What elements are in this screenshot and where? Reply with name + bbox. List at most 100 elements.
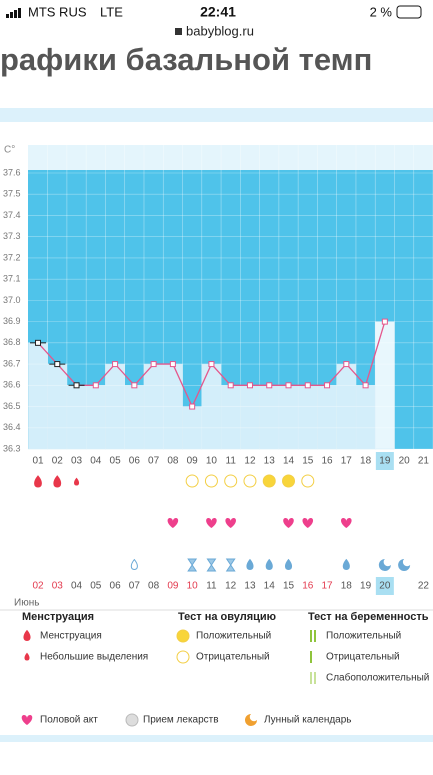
ovulation-test (185, 474, 199, 488)
date-label: 03 (52, 581, 64, 592)
day-label: 14 (283, 456, 295, 467)
day-label: 08 (167, 456, 179, 467)
legend-title: Тест на овуляцию (178, 611, 276, 623)
heart-icon (206, 518, 217, 528)
date-label: 05 (90, 581, 102, 592)
date-label: 07 (129, 581, 141, 592)
day-label: 15 (302, 456, 314, 467)
point (54, 361, 61, 368)
drop-icon (24, 652, 30, 661)
point (189, 403, 196, 410)
legend-item: Отрицательный (326, 652, 400, 663)
column (66, 385, 87, 450)
column (240, 385, 260, 450)
point (266, 382, 273, 389)
point (285, 382, 292, 389)
day-label: 09 (187, 456, 199, 467)
date-label: 12 (225, 581, 237, 592)
y-tick-label: 37.1 (3, 274, 21, 284)
point (131, 382, 138, 389)
legend-icon (310, 651, 312, 663)
legend-item: Положительный (196, 631, 271, 642)
day-highlight (375, 452, 394, 470)
stripe (0, 735, 433, 742)
y-tick-label: 36.9 (3, 316, 21, 326)
date-label: 10 (187, 581, 199, 592)
page-heading: рафики базальной темп (0, 42, 372, 77)
column (297, 385, 318, 450)
moon-icon (398, 559, 411, 571)
drop-icon (23, 629, 31, 642)
point (324, 382, 331, 389)
y-tick-label: 37.3 (3, 231, 21, 241)
hourglass-icon (206, 558, 217, 572)
day-label: 19 (379, 456, 391, 467)
battery-icon (396, 5, 422, 19)
column (259, 385, 280, 450)
date-label: 22 (418, 581, 430, 592)
date-label: 08 (148, 581, 160, 592)
date-highlight (375, 577, 394, 595)
drop-icon (246, 558, 254, 571)
url: babyblog.ru (186, 23, 254, 38)
legend-title: Менструация (22, 611, 94, 623)
point (73, 382, 80, 389)
date-label: 19 (360, 581, 372, 592)
day-label: 05 (110, 456, 122, 467)
point (92, 382, 99, 389)
heart-icon (167, 518, 179, 528)
column (317, 385, 337, 450)
day-label: 03 (71, 456, 83, 467)
legend-icon (310, 672, 312, 684)
y-tick-label: 36.7 (3, 358, 21, 368)
legend-icon (314, 672, 316, 684)
drop-icon (265, 558, 273, 571)
month: Июнь (14, 598, 39, 609)
date-label: 13 (244, 581, 256, 592)
point (169, 361, 176, 368)
day-label: 04 (90, 456, 102, 467)
day-label: 06 (129, 456, 141, 467)
day-label: 16 (321, 456, 333, 467)
point (150, 361, 157, 368)
y-tick-label: 37.2 (3, 252, 21, 262)
day-label: 11 (226, 456, 237, 467)
point (112, 361, 119, 368)
heart-icon (283, 518, 294, 528)
heart-icon (225, 518, 236, 528)
ovulation-test (282, 474, 296, 488)
y-tick-label: 37.5 (3, 189, 21, 199)
heart-icon (302, 518, 314, 528)
legend-item: Прием лекарств (143, 715, 219, 726)
point (381, 318, 388, 325)
legend-item: Менструация (40, 631, 102, 642)
stripe (0, 108, 433, 122)
hourglass-icon (225, 558, 236, 572)
chart: 36.3 36.4 36.5 36.6 36.7 36.8 36.9 37.0 37.1 37.2… (3, 145, 433, 725)
legend: Менструация Менструация Небольшие выделени… (22, 611, 429, 727)
lock-icon (175, 28, 182, 35)
heart-icon (341, 518, 352, 528)
date-label: 15 (283, 581, 295, 592)
column (28, 342, 48, 450)
network: LTE (100, 4, 123, 19)
day-label: 10 (206, 456, 218, 467)
y-tick-label: 36.4 (3, 422, 21, 432)
date-label: 02 (32, 581, 44, 592)
y-axis-label: C° (4, 145, 15, 156)
point (304, 382, 311, 389)
legend-title: Тест на беременность (308, 611, 429, 623)
drop-icon (53, 475, 62, 488)
column (278, 385, 299, 450)
day-label: 13 (264, 456, 276, 467)
y-tick-label: 36.5 (3, 401, 21, 411)
day-label: 01 (32, 456, 44, 467)
point (35, 339, 41, 346)
column (355, 385, 376, 450)
date-label: 14 (264, 581, 276, 592)
ovulation-test (262, 474, 276, 488)
point (208, 361, 215, 368)
point (227, 382, 234, 389)
point (246, 382, 253, 389)
date-label: 20 (379, 581, 391, 592)
